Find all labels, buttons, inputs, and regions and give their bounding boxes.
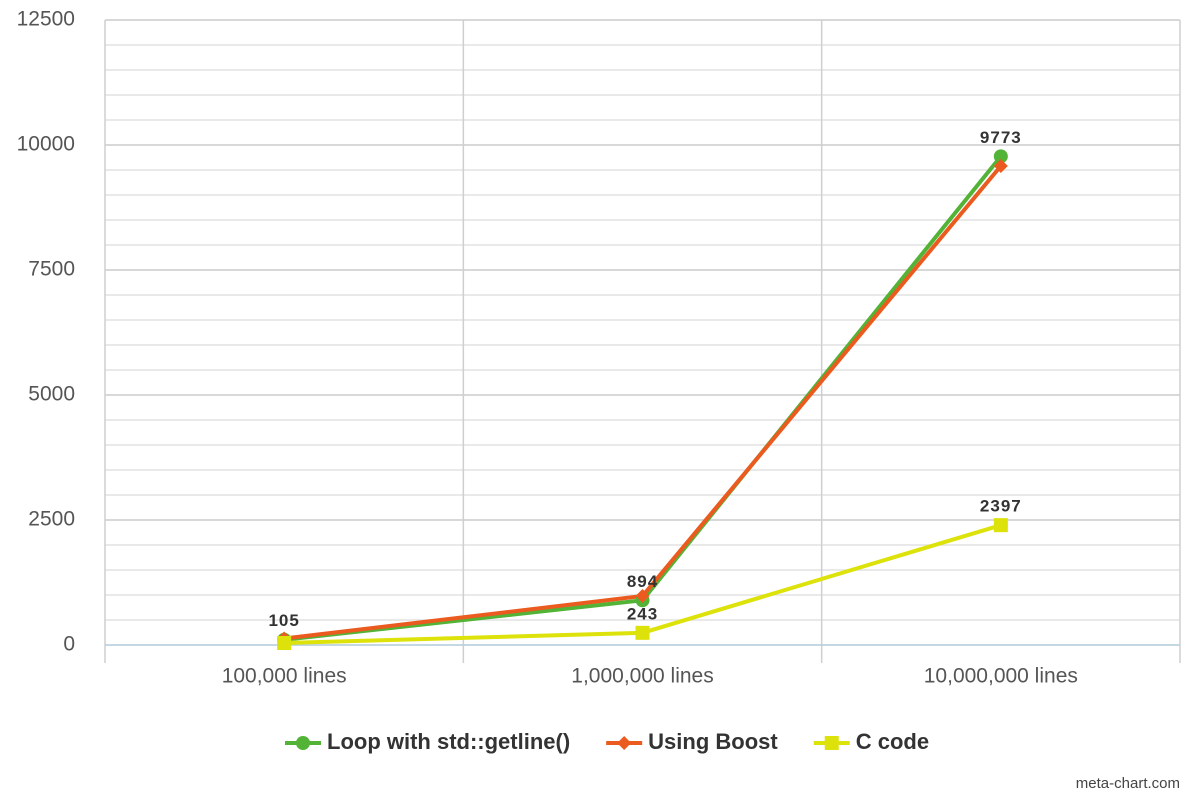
data-label: 105 xyxy=(268,611,299,630)
x-tick-label: 100,000 lines xyxy=(222,665,347,688)
data-label: 894 xyxy=(627,572,658,591)
y-tick-label: 12500 xyxy=(17,8,75,31)
legend-marker xyxy=(824,736,839,750)
data-point xyxy=(277,636,292,650)
legend: Loop with std::getline() Using Boost C cod… xyxy=(285,729,929,754)
data-point xyxy=(993,149,1008,164)
series-line xyxy=(283,155,1003,642)
x-tick-label: 10,000,000 lines xyxy=(924,665,1078,688)
legend-label: C code xyxy=(856,729,929,754)
data-point xyxy=(993,159,1008,173)
y-tick-label: 7500 xyxy=(28,258,75,281)
y-tick-label: 2500 xyxy=(28,508,75,531)
series-line xyxy=(283,164,1003,641)
legend-label: Loop with std::getline() xyxy=(327,729,570,754)
y-tick-label: 5000 xyxy=(28,383,75,406)
legend-marker xyxy=(617,736,632,750)
legend-label: Using Boost xyxy=(648,729,778,754)
data-point xyxy=(635,625,650,640)
data-label: 2397 xyxy=(980,497,1022,516)
legend-marker xyxy=(296,736,310,750)
y-tick-label: 10000 xyxy=(17,133,75,156)
y-tick-label: 0 xyxy=(63,633,75,656)
source: meta-chart.com xyxy=(1076,775,1180,792)
x-tick-label: 1,000,000 lines xyxy=(571,665,713,688)
data-label: 9773 xyxy=(980,128,1022,147)
data-point xyxy=(635,589,650,603)
data-point xyxy=(993,518,1008,533)
data-label: 243 xyxy=(627,604,658,623)
